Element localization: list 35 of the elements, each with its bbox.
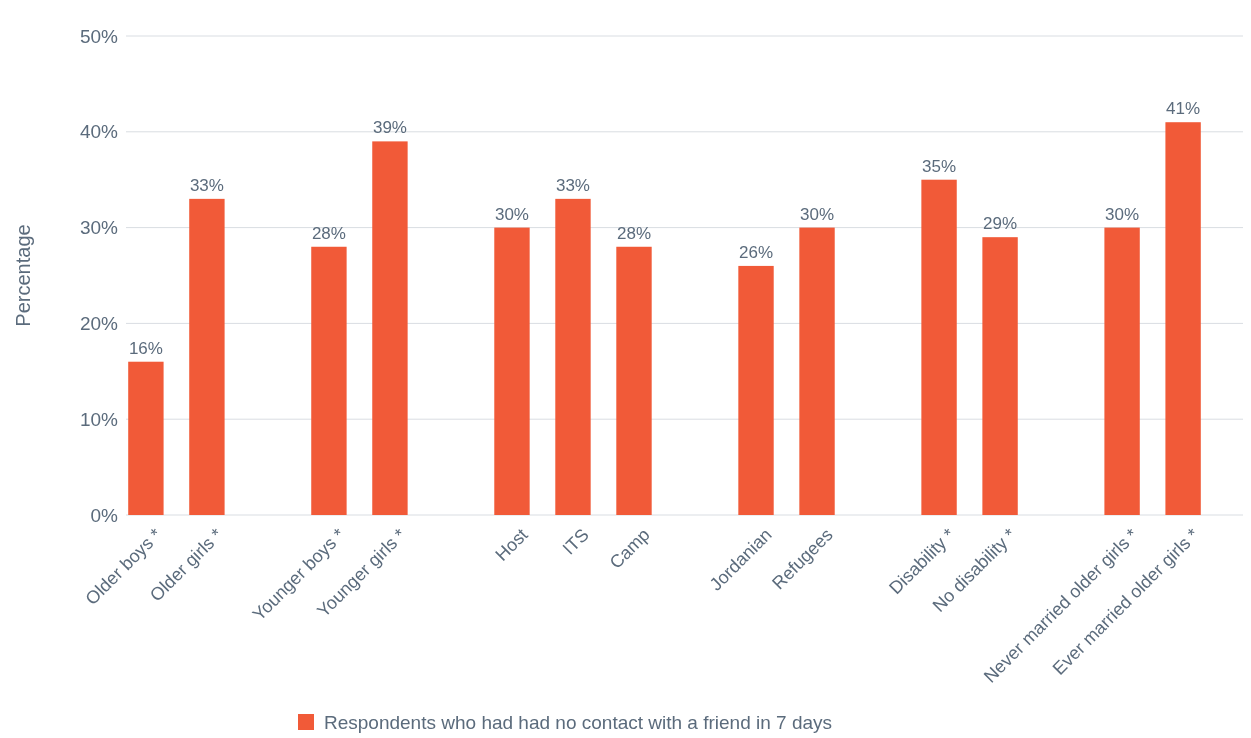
data-label: 41% xyxy=(1166,99,1201,119)
data-label: 16% xyxy=(128,338,163,358)
bar xyxy=(372,141,408,515)
y-axis-title: Percentage xyxy=(12,224,34,327)
data-label: 39% xyxy=(372,118,407,138)
y-tick-label: 10% xyxy=(79,408,119,430)
y-tick-label: 0% xyxy=(90,504,119,526)
bar xyxy=(738,265,774,515)
bar xyxy=(616,246,652,515)
bar xyxy=(311,246,347,515)
data-label: 26% xyxy=(739,242,774,262)
data-label: 33% xyxy=(555,175,590,195)
data-label: 28% xyxy=(311,223,346,243)
y-tick-label: 20% xyxy=(79,313,119,335)
bar xyxy=(799,227,835,515)
data-label: 30% xyxy=(1105,204,1140,224)
bar xyxy=(921,179,957,515)
bar xyxy=(1165,122,1201,515)
data-label: 30% xyxy=(494,204,529,224)
bar xyxy=(494,227,530,515)
data-label: 28% xyxy=(616,223,652,243)
data-label: 30% xyxy=(800,204,835,224)
data-label: 35% xyxy=(922,156,957,176)
legend-label: Respondents who had had no contact with a friend in 7 days xyxy=(324,711,833,733)
bar xyxy=(555,198,591,515)
data-label: 33% xyxy=(189,175,224,195)
y-tick-label: 40% xyxy=(79,121,119,143)
bar xyxy=(1104,227,1140,515)
y-tick-label: 50% xyxy=(79,25,119,47)
x-tick-label: ITS xyxy=(558,524,593,559)
data-label: 29% xyxy=(983,214,1018,234)
y-tick-label: 30% xyxy=(79,217,119,239)
bar xyxy=(128,361,164,515)
bar xyxy=(982,237,1018,515)
bar xyxy=(189,198,225,515)
